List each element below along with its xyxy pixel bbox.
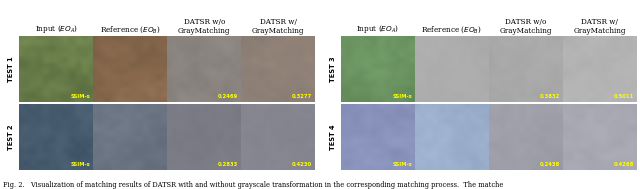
Text: DATSR w/
GrayMatching: DATSR w/ GrayMatching (573, 18, 626, 35)
Text: SSIM-s: SSIM-s (70, 163, 90, 167)
Text: SSIM-s: SSIM-s (70, 94, 90, 99)
Text: Input ($EO_A$): Input ($EO_A$) (356, 23, 399, 35)
Text: DATSR w/
GrayMatching: DATSR w/ GrayMatching (252, 18, 305, 35)
Text: TEST 4: TEST 4 (330, 124, 336, 150)
Text: Input ($EO_A$): Input ($EO_A$) (35, 23, 77, 35)
Text: DATSR w/o
GrayMatching: DATSR w/o GrayMatching (178, 18, 230, 35)
Text: TEST 2: TEST 2 (8, 124, 15, 150)
Text: TEST 1: TEST 1 (8, 56, 15, 82)
Text: Reference ($EO_B$): Reference ($EO_B$) (421, 25, 482, 35)
Text: 0.4230: 0.4230 (292, 163, 312, 167)
Text: 0.2833: 0.2833 (218, 163, 238, 167)
Text: TEST 3: TEST 3 (330, 56, 336, 82)
Text: 0.4268: 0.4268 (614, 163, 634, 167)
Text: 0.5011: 0.5011 (614, 94, 634, 99)
Text: 0.2438: 0.2438 (540, 163, 560, 167)
Text: 0.3277: 0.3277 (292, 94, 312, 99)
Text: DATSR w/o
GrayMatching: DATSR w/o GrayMatching (500, 18, 552, 35)
Text: 0.3832: 0.3832 (540, 94, 560, 99)
Text: SSIM-s: SSIM-s (392, 163, 412, 167)
Text: Fig. 2.   Visualization of matching results of DATSR with and without grayscale : Fig. 2. Visualization of matching result… (3, 181, 504, 189)
Text: Reference ($EO_B$): Reference ($EO_B$) (100, 25, 161, 35)
Text: 0.2469: 0.2469 (218, 94, 238, 99)
Text: SSIM-s: SSIM-s (392, 94, 412, 99)
